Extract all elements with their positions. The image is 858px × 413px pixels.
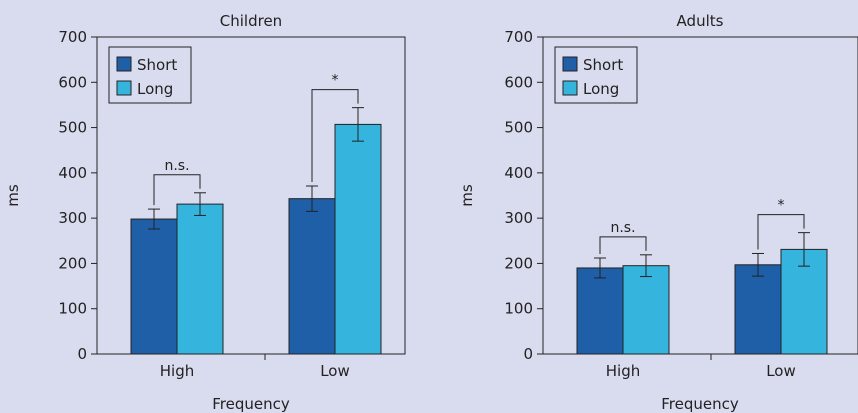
- y-tick-label: 500: [504, 119, 533, 137]
- plot-frame: [96, 36, 406, 355]
- y-axis-label: ms: [458, 184, 476, 207]
- y-tick-label: 300: [58, 209, 87, 227]
- y-tick-label: 600: [58, 73, 87, 91]
- y-tick-label: 200: [58, 254, 87, 272]
- y-tick-label: 500: [58, 119, 87, 137]
- legend: Short Long: [554, 46, 638, 104]
- bar-short-low: [288, 198, 336, 355]
- legend-label-long: Long: [583, 80, 619, 98]
- y-tick-label: 600: [504, 73, 533, 91]
- significance-label: n.s.: [610, 220, 635, 236]
- x-tick-label: Low: [320, 362, 350, 380]
- x-axis-label: Frequency: [212, 395, 290, 413]
- bar-long-high: [176, 203, 224, 355]
- legend: Short Long: [108, 46, 192, 104]
- significance-label: *: [332, 73, 339, 89]
- panel-title: Adults: [677, 12, 724, 30]
- panel-title: Children: [220, 12, 282, 30]
- legend-label-short: Short: [137, 56, 177, 74]
- bar-long-low: [334, 123, 382, 355]
- bar-long-high: [622, 265, 670, 355]
- significance-label: n.s.: [164, 158, 189, 174]
- x-tick-label: Low: [766, 362, 796, 380]
- bar-short-high: [576, 267, 624, 355]
- legend-swatch-long: [116, 80, 132, 96]
- chart-panel-children: Children 0 100 200 300 400 500 600 700 ms High n.s.…: [4, 12, 406, 413]
- y-tick-label: 700: [504, 28, 533, 46]
- chart-panel-adults: Adults 0 100 200 300 400 500 600 700 ms High n.s. Lo…: [458, 12, 858, 413]
- y-tick-label: 200: [504, 254, 533, 272]
- legend-label-short: Short: [583, 56, 623, 74]
- x-tick-label: High: [606, 362, 640, 380]
- y-tick-label: 100: [58, 300, 87, 318]
- y-tick-label: 700: [58, 28, 87, 46]
- legend-label-long: Long: [137, 80, 173, 98]
- legend-swatch-short: [116, 56, 132, 72]
- plot-frame: [542, 36, 858, 355]
- significance-label: *: [778, 198, 785, 214]
- x-tick-label: High: [160, 362, 194, 380]
- y-tick-label: 100: [504, 300, 533, 318]
- significance-bracket: [311, 89, 359, 182]
- legend-swatch-long: [562, 80, 578, 96]
- y-tick-label: 0: [523, 345, 533, 363]
- bar-short-high: [130, 218, 178, 355]
- y-tick-label: 300: [504, 209, 533, 227]
- significance-bracket: [757, 214, 805, 250]
- legend-swatch-short: [562, 56, 578, 72]
- y-tick-label: 400: [58, 164, 87, 182]
- significance-bracket: [599, 236, 647, 254]
- x-axis-label: Frequency: [661, 395, 739, 413]
- significance-bracket: [153, 174, 201, 206]
- bar-short-low: [734, 264, 782, 355]
- y-axis-label: ms: [4, 184, 22, 207]
- y-tick-label: 0: [77, 345, 87, 363]
- y-tick-label: 400: [504, 164, 533, 182]
